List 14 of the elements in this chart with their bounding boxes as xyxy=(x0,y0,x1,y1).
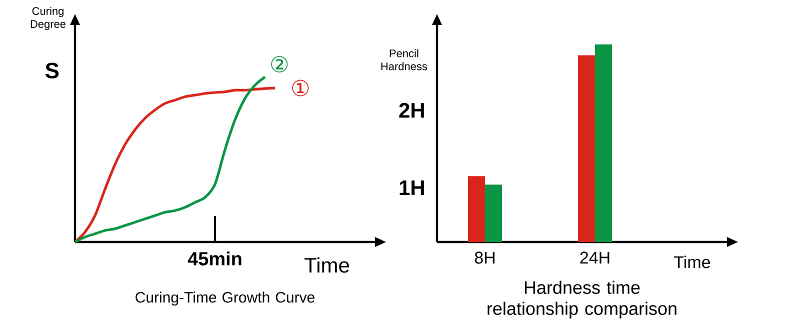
y-axis-title: Curing Degree xyxy=(30,6,66,30)
series-label: ① xyxy=(292,80,309,96)
x-tick-label: 24H xyxy=(580,252,610,264)
y-axis-title: Pencil Hardness xyxy=(381,49,428,70)
x-tick-label: 8H xyxy=(474,252,494,264)
x-axis-title: Time xyxy=(304,257,350,273)
text: Curing-Time Growth Curve xyxy=(136,292,314,306)
text: Hardness time relationship comparison xyxy=(488,280,676,319)
text: 45min xyxy=(188,252,242,266)
y-tick-label: 1H xyxy=(400,180,424,195)
x-axis-title: Time xyxy=(674,256,710,268)
text: S xyxy=(45,62,59,78)
series-label: ② xyxy=(271,56,288,72)
y-tick-label: 2H xyxy=(399,102,424,118)
